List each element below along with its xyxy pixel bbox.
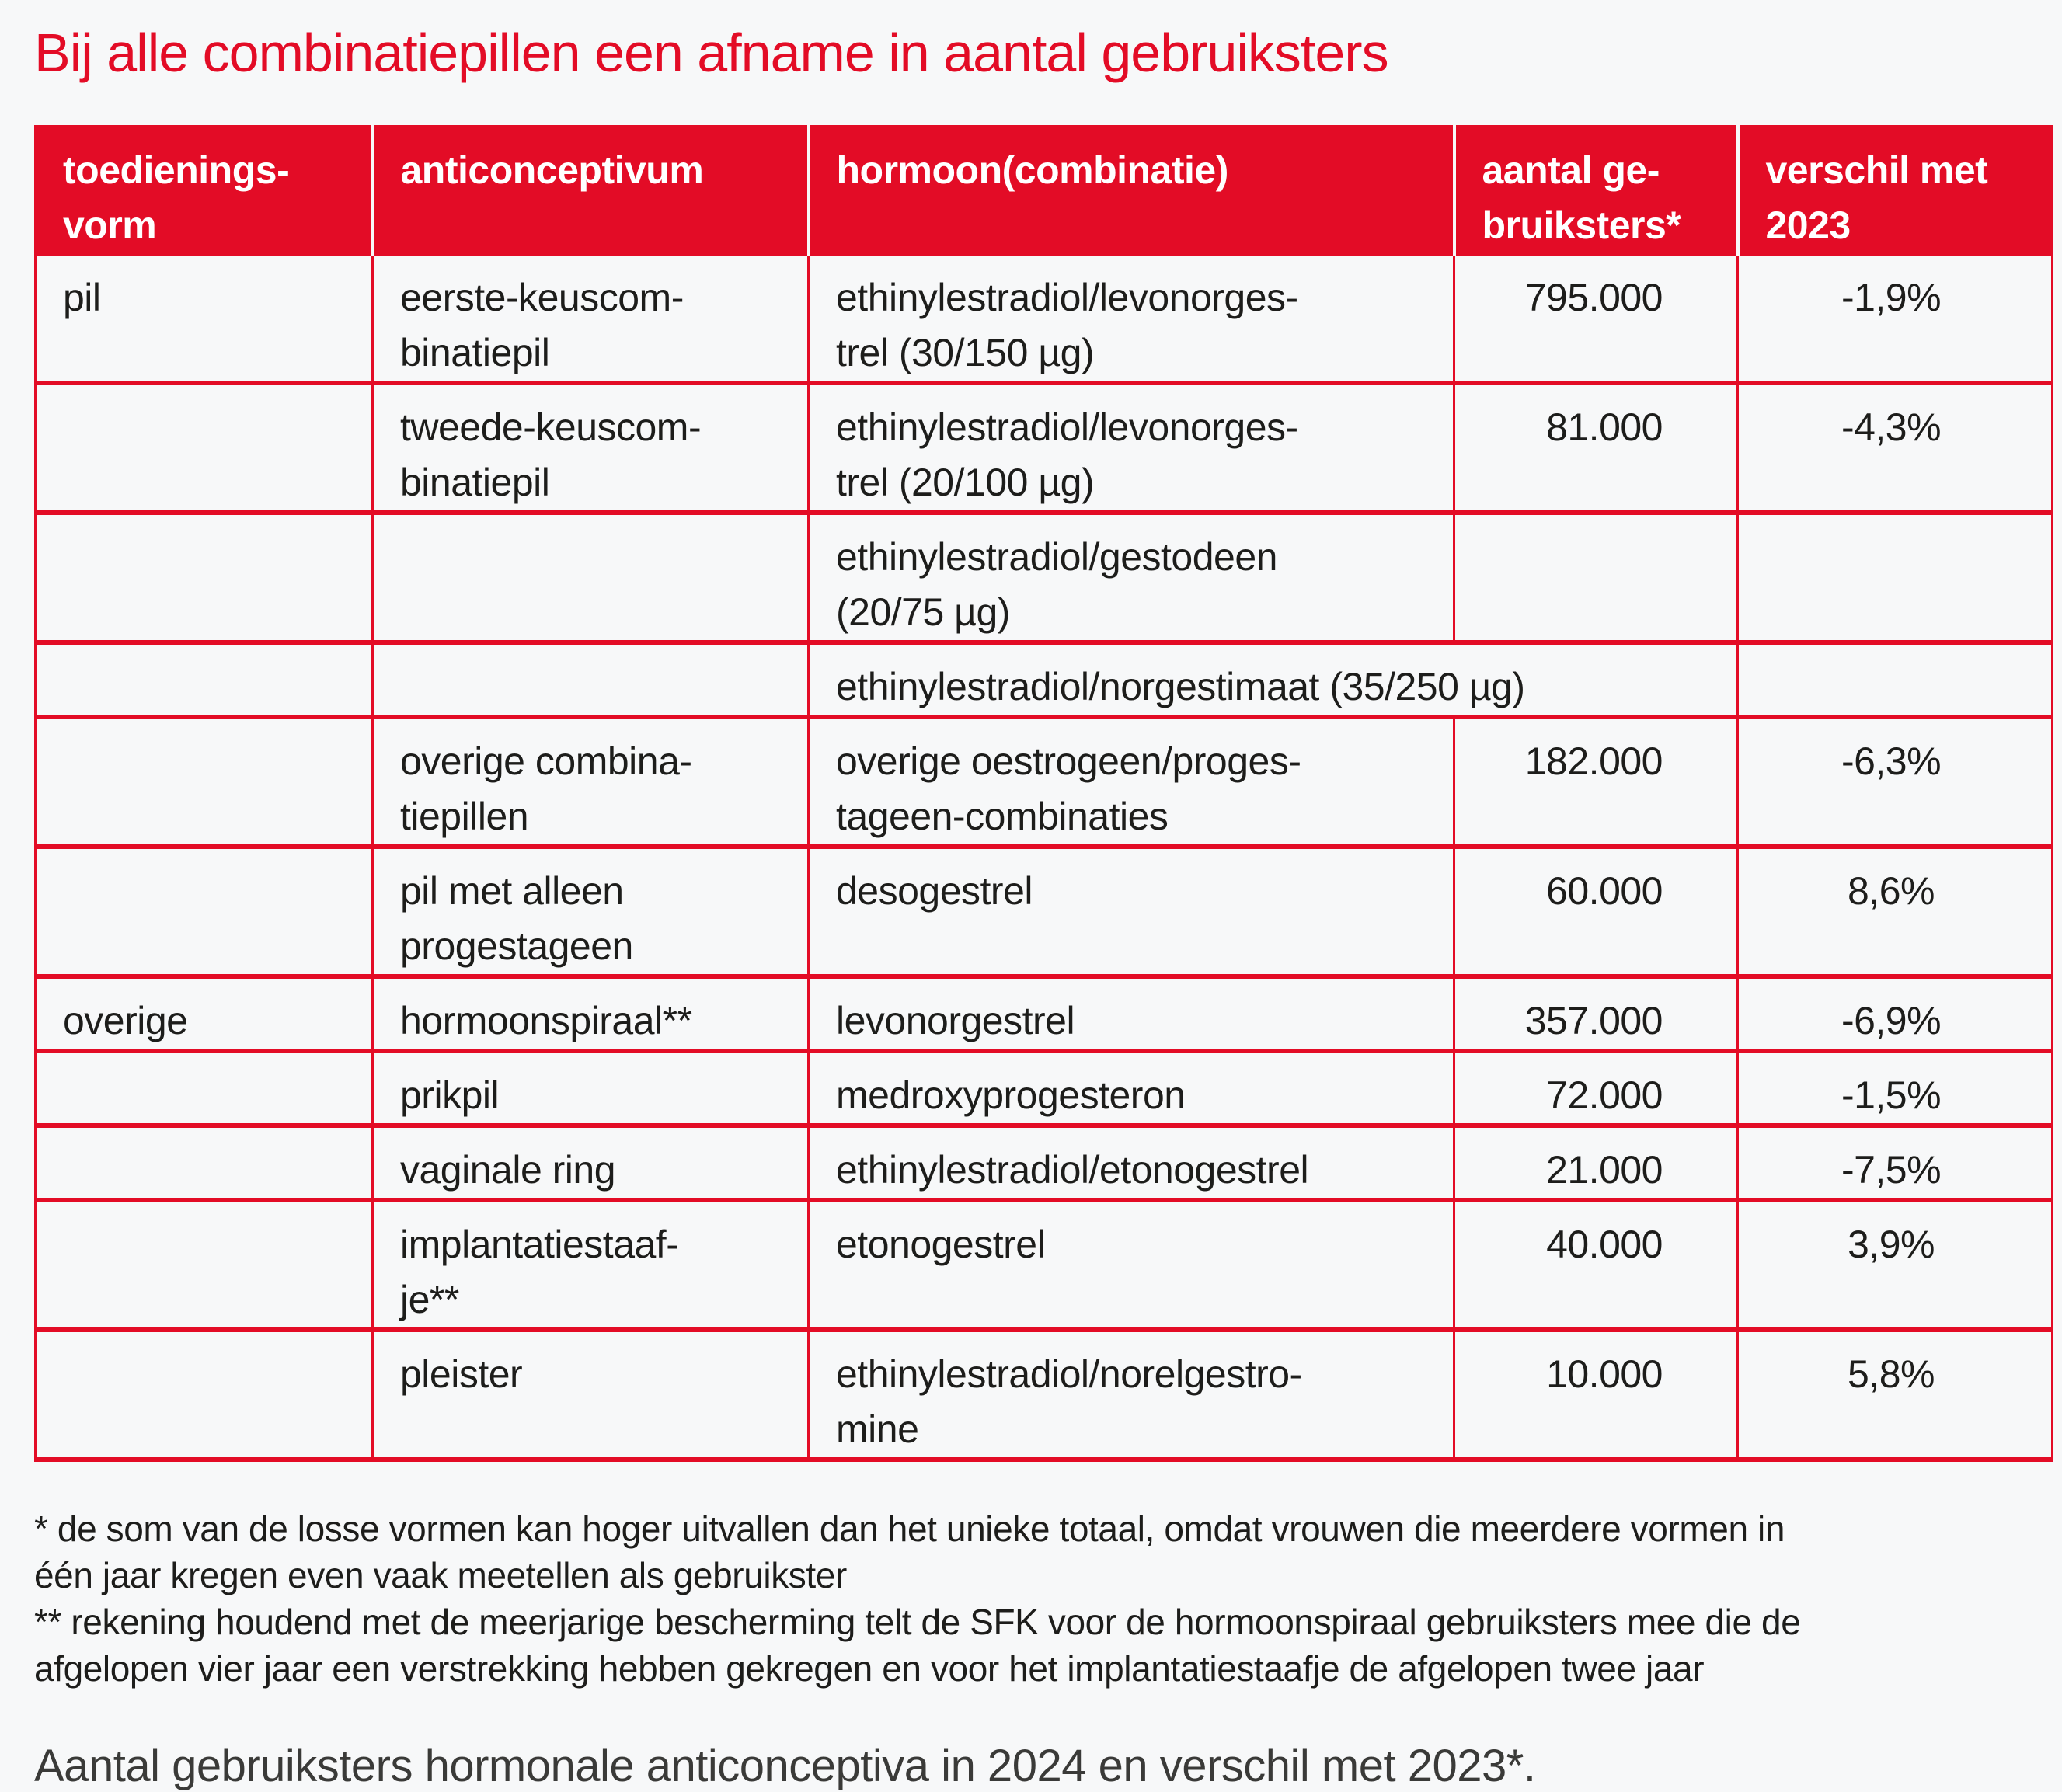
cell-verschil: 8,6% [1736, 845, 2053, 979]
header-row: toedienings- vorm anticonceptivum hormoo… [34, 126, 2053, 256]
cell-toedieningsvorm [34, 1049, 374, 1128]
cell-toedieningsvorm [34, 1328, 374, 1462]
footnote-line: één jaar kregen even vaak meetellen als … [34, 1555, 847, 1595]
footnote-line: afgelopen vier jaar een verstrekking heb… [34, 1648, 1705, 1689]
cell-anticonceptivum: vaginale ring [371, 1124, 810, 1202]
table-row: pleister ethinylestradiol/norelgestro- mi… [34, 1328, 2053, 1462]
cell-hormoon: ethinylestradiol/gestodeen (20/75 µg) [807, 511, 1455, 645]
cell-verschil: 3,9% [1736, 1199, 2053, 1332]
table-header: toedienings- vorm anticonceptivum hormoo… [34, 126, 2053, 256]
table-row: pil eerste-keuscom- binatiepil ethinylestr… [34, 253, 2053, 385]
cell-aantal: 10.000 [1453, 1328, 1739, 1462]
cell-hormoon: etonogestrel [807, 1199, 1455, 1332]
cell-toedieningsvorm [34, 845, 374, 979]
cell-hormoon: levonorgestrel [807, 975, 1455, 1053]
table-row: prikpil medroxyprogesteron 72.000 -1,5% [34, 1049, 2053, 1128]
cell-aantal: 72.000 [1453, 1049, 1739, 1128]
cell-verschil: -6,9% [1736, 975, 2053, 1053]
cell-anticonceptivum [371, 641, 810, 719]
table-row: ethinylestradiol/norgestimaat (35/250 µg… [34, 641, 2053, 719]
table-row: overige combina- tiepillen overige oestro… [34, 715, 2053, 849]
table-row: ethinylestradiol/gestodeen (20/75 µg) [34, 511, 2053, 645]
cell-verschil: -1,9% [1736, 253, 2053, 385]
cell-anticonceptivum: implantatiestaaf- je** [371, 1199, 810, 1332]
column-header-toedieningsvorm: toedienings- vorm [34, 126, 373, 256]
cell-toedieningsvorm [34, 381, 374, 515]
cell-anticonceptivum: tweede-keuscom- binatiepil [371, 381, 810, 515]
cell-anticonceptivum: pil met alleen progestageen [371, 845, 810, 979]
cell-aantal: 81.000 [1453, 381, 1739, 515]
cell-anticonceptivum: pleister [371, 1328, 810, 1462]
table-row: tweede-keuscom- binatiepil ethinylestradi… [34, 381, 2053, 515]
cell-anticonceptivum: eerste-keuscom- binatiepil [371, 253, 810, 385]
footnote-line: * de som van de losse vormen kan hoger u… [34, 1508, 1785, 1549]
table-row: vaginale ring ethinylestradiol/etonogestr… [34, 1124, 2053, 1202]
cell-toedieningsvorm [34, 1124, 374, 1202]
cell-aantal: 357.000 [1453, 975, 1739, 1053]
cell-aantal: 182.000 [1453, 715, 1739, 849]
cell-verschil: -6,3% [1736, 715, 2053, 849]
footnotes: * de som van de losse vormen kan hoger u… [34, 1505, 2023, 1692]
cell-aantal: 21.000 [1453, 1124, 1739, 1202]
footnote-line: ** rekening houdend met de meerjarige be… [34, 1602, 1801, 1642]
cell-hormoon: ethinylestradiol/etonogestrel [807, 1124, 1455, 1202]
table-row: pil met alleen progestageen desogestrel 60… [34, 845, 2053, 979]
cell-toedieningsvorm: overige [34, 975, 374, 1053]
cell-hormoon: ethinylestradiol/norelgestro- mine [807, 1328, 1455, 1462]
cell-hormoon: ethinylestradiol/levonorges- trel (30/15… [807, 253, 1455, 385]
column-header-verschil-2023: verschil met 2023 [1736, 126, 2053, 256]
contraceptives-table: toedienings- vorm anticonceptivum hormoo… [34, 125, 2053, 1462]
cell-toedieningsvorm [34, 641, 374, 719]
table-row: implantatiestaaf- je** etonogestrel 40.000… [34, 1199, 2053, 1332]
figure-title: Bij alle combinatiepillen een afname in … [34, 23, 1389, 83]
cell-aantal [1453, 511, 1739, 645]
cell-hormoon: medroxyprogesteron [807, 1049, 1455, 1128]
cell-toedieningsvorm: pil [34, 253, 374, 385]
cell-verschil: 5,8% [1736, 1328, 2053, 1462]
cell-toedieningsvorm [34, 511, 374, 645]
cell-hormoon: overige oestrogeen/proges- tageen-combin… [807, 715, 1455, 849]
cell-anticonceptivum: prikpil [371, 1049, 810, 1128]
cell-anticonceptivum [371, 511, 810, 645]
cell-anticonceptivum: overige combina- tiepillen [371, 715, 810, 849]
column-header-aantal-gebruiksters: aantal ge- bruiksters* [1452, 126, 1738, 256]
table-row: overige hormoonspiraal** levonorgestrel 357… [34, 975, 2053, 1053]
cell-verschil: -7,5% [1736, 1124, 2053, 1202]
cell-verschil [1736, 511, 2053, 645]
cell-verschil [1736, 641, 2053, 719]
table-body: pil eerste-keuscom- binatiepil ethinylestr… [34, 253, 2053, 1462]
cell-toedieningsvorm [34, 715, 374, 849]
column-header-hormoon: hormoon(combinatie) [806, 126, 1454, 256]
column-header-anticonceptivum: anticonceptivum [371, 126, 809, 256]
cell-verschil: -1,5% [1736, 1049, 2053, 1128]
cell-aantal: 40.000 [1453, 1199, 1739, 1332]
cell-anticonceptivum: hormoonspiraal** [371, 975, 810, 1053]
figure-caption: Aantal gebruiksters hormonale anticoncep… [34, 1741, 1536, 1791]
cell-verschil: -4,3% [1736, 381, 2053, 515]
cell-aantal: 60.000 [1453, 845, 1739, 979]
cell-hormoon: ethinylestradiol/norgestimaat (35/250 µg… [807, 641, 1739, 719]
cell-hormoon: desogestrel [807, 845, 1455, 979]
cell-aantal: 795.000 [1453, 253, 1739, 385]
cell-toedieningsvorm [34, 1199, 374, 1332]
cell-hormoon: ethinylestradiol/levonorges- trel (20/10… [807, 381, 1455, 515]
